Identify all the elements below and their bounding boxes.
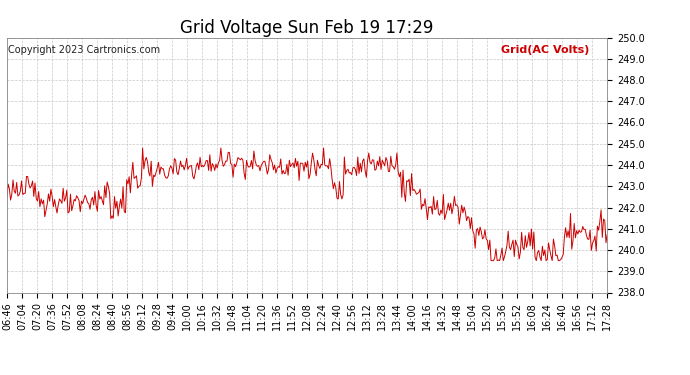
Title: Grid Voltage Sun Feb 19 17:29: Grid Voltage Sun Feb 19 17:29 — [180, 20, 434, 38]
Text: Grid(AC Volts): Grid(AC Volts) — [501, 45, 589, 55]
Text: Copyright 2023 Cartronics.com: Copyright 2023 Cartronics.com — [8, 45, 160, 55]
